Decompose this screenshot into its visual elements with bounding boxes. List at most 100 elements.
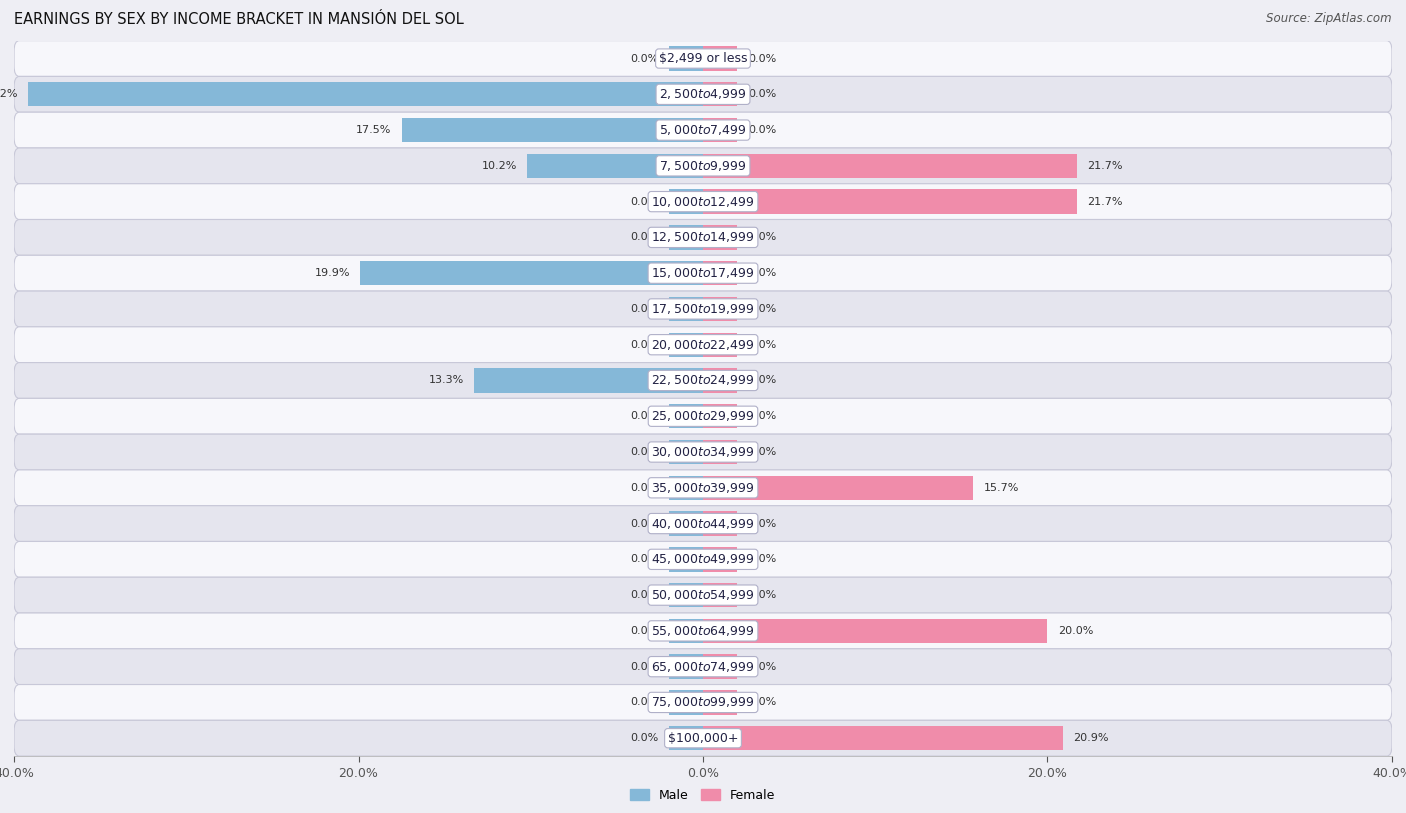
Legend: Male, Female: Male, Female xyxy=(626,784,780,807)
FancyBboxPatch shape xyxy=(14,685,1392,720)
Text: 39.2%: 39.2% xyxy=(0,89,17,99)
Bar xyxy=(669,511,703,536)
Bar xyxy=(527,154,703,178)
Text: 17.5%: 17.5% xyxy=(356,125,391,135)
Text: 0.0%: 0.0% xyxy=(748,125,776,135)
Bar xyxy=(402,118,703,142)
Text: 0.0%: 0.0% xyxy=(748,698,776,707)
Text: 0.0%: 0.0% xyxy=(630,340,658,350)
Bar xyxy=(703,726,1063,750)
Bar xyxy=(703,261,738,285)
Bar xyxy=(28,82,703,107)
Text: 0.0%: 0.0% xyxy=(748,590,776,600)
Bar xyxy=(669,46,703,71)
Text: 0.0%: 0.0% xyxy=(630,626,658,636)
Text: $55,000 to $64,999: $55,000 to $64,999 xyxy=(651,624,755,638)
Bar xyxy=(669,333,703,357)
FancyBboxPatch shape xyxy=(14,148,1392,184)
FancyBboxPatch shape xyxy=(14,112,1392,148)
Bar xyxy=(669,225,703,250)
Text: 0.0%: 0.0% xyxy=(630,54,658,63)
Bar xyxy=(703,619,1047,643)
Text: 0.0%: 0.0% xyxy=(748,554,776,564)
Bar xyxy=(669,189,703,214)
Text: 0.0%: 0.0% xyxy=(748,233,776,242)
Bar xyxy=(703,118,738,142)
FancyBboxPatch shape xyxy=(14,41,1392,76)
Text: $2,499 or less: $2,499 or less xyxy=(659,52,747,65)
Bar xyxy=(703,583,738,607)
FancyBboxPatch shape xyxy=(14,184,1392,220)
Bar xyxy=(703,154,1077,178)
Text: 0.0%: 0.0% xyxy=(630,233,658,242)
Bar xyxy=(703,690,738,715)
Text: 0.0%: 0.0% xyxy=(630,197,658,207)
Text: $50,000 to $54,999: $50,000 to $54,999 xyxy=(651,588,755,602)
Text: 0.0%: 0.0% xyxy=(748,662,776,672)
Text: 0.0%: 0.0% xyxy=(748,340,776,350)
Text: $10,000 to $12,499: $10,000 to $12,499 xyxy=(651,194,755,209)
Text: $2,500 to $4,999: $2,500 to $4,999 xyxy=(659,87,747,102)
Text: $75,000 to $99,999: $75,000 to $99,999 xyxy=(651,695,755,710)
Bar xyxy=(669,476,703,500)
Bar xyxy=(669,583,703,607)
Text: $100,000+: $100,000+ xyxy=(668,732,738,745)
Text: $30,000 to $34,999: $30,000 to $34,999 xyxy=(651,445,755,459)
Text: 0.0%: 0.0% xyxy=(748,411,776,421)
Bar xyxy=(669,440,703,464)
Text: 0.0%: 0.0% xyxy=(630,304,658,314)
Text: 0.0%: 0.0% xyxy=(630,662,658,672)
Text: $12,500 to $14,999: $12,500 to $14,999 xyxy=(651,230,755,245)
Text: $65,000 to $74,999: $65,000 to $74,999 xyxy=(651,659,755,674)
FancyBboxPatch shape xyxy=(14,541,1392,577)
FancyBboxPatch shape xyxy=(14,506,1392,541)
Text: 0.0%: 0.0% xyxy=(748,304,776,314)
FancyBboxPatch shape xyxy=(14,76,1392,112)
Text: 0.0%: 0.0% xyxy=(748,376,776,385)
Text: $7,500 to $9,999: $7,500 to $9,999 xyxy=(659,159,747,173)
FancyBboxPatch shape xyxy=(14,577,1392,613)
Text: 0.0%: 0.0% xyxy=(630,483,658,493)
Bar xyxy=(703,404,738,428)
Text: 20.9%: 20.9% xyxy=(1073,733,1109,743)
Text: $40,000 to $44,999: $40,000 to $44,999 xyxy=(651,516,755,531)
FancyBboxPatch shape xyxy=(14,470,1392,506)
Bar xyxy=(703,189,1077,214)
FancyBboxPatch shape xyxy=(14,649,1392,685)
FancyBboxPatch shape xyxy=(14,434,1392,470)
Bar xyxy=(703,476,973,500)
Text: 0.0%: 0.0% xyxy=(630,447,658,457)
Bar xyxy=(669,547,703,572)
FancyBboxPatch shape xyxy=(14,291,1392,327)
Text: 21.7%: 21.7% xyxy=(1087,161,1122,171)
Text: 0.0%: 0.0% xyxy=(748,54,776,63)
Bar xyxy=(703,654,738,679)
Bar xyxy=(703,82,738,107)
Text: 0.0%: 0.0% xyxy=(630,733,658,743)
FancyBboxPatch shape xyxy=(14,398,1392,434)
Text: 15.7%: 15.7% xyxy=(984,483,1019,493)
Bar xyxy=(360,261,703,285)
Bar xyxy=(669,297,703,321)
Bar xyxy=(669,654,703,679)
FancyBboxPatch shape xyxy=(14,613,1392,649)
Text: 0.0%: 0.0% xyxy=(630,554,658,564)
FancyBboxPatch shape xyxy=(14,363,1392,398)
Bar xyxy=(703,46,738,71)
Bar xyxy=(703,547,738,572)
Text: 0.0%: 0.0% xyxy=(630,411,658,421)
Text: 10.2%: 10.2% xyxy=(482,161,517,171)
Bar xyxy=(703,333,738,357)
Text: Source: ZipAtlas.com: Source: ZipAtlas.com xyxy=(1267,12,1392,25)
Text: 0.0%: 0.0% xyxy=(630,698,658,707)
FancyBboxPatch shape xyxy=(14,220,1392,255)
Bar xyxy=(703,511,738,536)
FancyBboxPatch shape xyxy=(14,720,1392,756)
Bar xyxy=(669,690,703,715)
Text: 0.0%: 0.0% xyxy=(748,519,776,528)
Text: 0.0%: 0.0% xyxy=(748,89,776,99)
Bar xyxy=(703,368,738,393)
Bar xyxy=(669,404,703,428)
Text: 0.0%: 0.0% xyxy=(748,447,776,457)
Text: $20,000 to $22,499: $20,000 to $22,499 xyxy=(651,337,755,352)
